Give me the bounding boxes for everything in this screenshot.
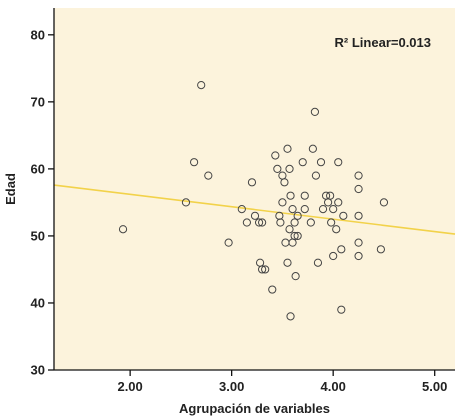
y-tick-label: 40 <box>31 295 45 310</box>
data-point <box>286 191 295 200</box>
y-tick-label: 80 <box>31 27 45 42</box>
data-point <box>254 218 264 227</box>
data-point <box>329 251 338 261</box>
y-tick-label: 70 <box>31 94 45 109</box>
axes: 30 40 50 60 70 80 2.00 3.00 4.00 5.00 <box>31 8 455 394</box>
data-point <box>311 171 321 180</box>
x-tick-label: 4.00 <box>321 379 346 394</box>
data-point <box>268 285 277 294</box>
data-point <box>283 144 292 153</box>
data-point <box>379 198 389 207</box>
fit-line-layer <box>53 184 456 235</box>
data-point <box>326 191 335 200</box>
data-point <box>354 211 363 220</box>
data-point <box>258 218 267 227</box>
x-tick-label: 2.00 <box>117 379 142 394</box>
data-point <box>283 258 292 267</box>
data-point <box>339 211 348 220</box>
data-point <box>273 164 282 173</box>
data-point <box>316 158 326 167</box>
data-point <box>285 164 294 173</box>
data-point <box>189 158 199 167</box>
y-tick-label: 30 <box>31 363 45 378</box>
data-point <box>278 198 287 207</box>
data-points <box>118 80 389 321</box>
x-axis-title: Agrupación de variables <box>179 401 330 416</box>
data-point <box>300 205 309 214</box>
data-point <box>118 225 128 234</box>
data-point <box>354 184 363 194</box>
data-point <box>354 171 363 180</box>
data-point <box>247 178 257 187</box>
data-point <box>250 211 260 220</box>
data-point <box>313 258 323 267</box>
data-point <box>291 272 300 281</box>
data-point <box>261 265 270 274</box>
data-point <box>376 245 385 254</box>
data-point <box>280 178 289 187</box>
data-point <box>332 225 341 234</box>
data-point <box>318 205 328 214</box>
data-point <box>224 238 233 247</box>
data-point <box>290 231 299 241</box>
data-point <box>300 191 309 200</box>
data-point <box>306 218 315 227</box>
data-point <box>288 205 297 214</box>
data-point <box>329 205 338 214</box>
data-point <box>354 238 363 247</box>
x-tick-label: 3.00 <box>219 379 244 394</box>
r-squared-annotation: R² Linear=0.013 <box>335 35 431 50</box>
data-point <box>197 80 206 90</box>
data-point <box>276 218 285 227</box>
data-point <box>327 218 336 227</box>
x-tick-label: 5.00 <box>422 379 447 394</box>
regression-line <box>53 184 456 235</box>
data-point <box>334 158 343 167</box>
data-point <box>298 158 307 167</box>
data-point <box>354 251 363 261</box>
data-point <box>204 171 213 180</box>
data-point <box>271 151 280 160</box>
data-point <box>181 198 191 207</box>
data-point <box>290 218 299 227</box>
data-point <box>337 245 346 254</box>
plot-area <box>54 8 455 370</box>
data-point <box>258 265 267 274</box>
data-point <box>293 211 302 220</box>
data-point <box>334 198 343 207</box>
data-point <box>286 312 295 321</box>
data-point <box>285 225 294 234</box>
data-point <box>337 305 346 314</box>
data-point <box>237 205 246 214</box>
data-point <box>310 107 320 117</box>
data-point <box>293 231 302 241</box>
data-point <box>308 144 317 153</box>
data-point <box>242 218 251 227</box>
y-tick-label: 50 <box>31 228 45 243</box>
y-tick-label: 60 <box>31 161 45 176</box>
y-axis-title: Edad <box>3 173 18 205</box>
